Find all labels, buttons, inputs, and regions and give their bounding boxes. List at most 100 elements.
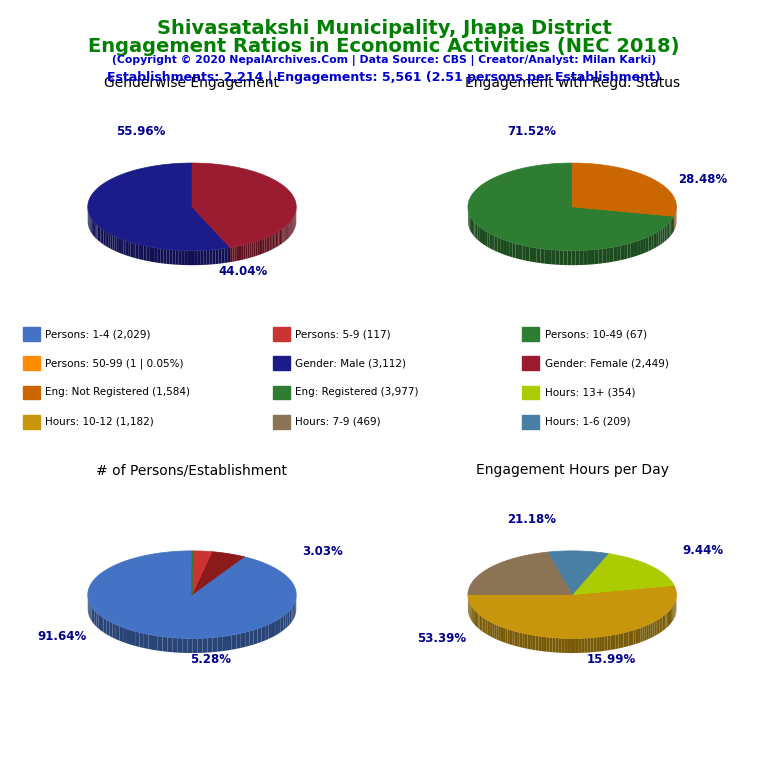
Polygon shape [270, 235, 271, 250]
Polygon shape [582, 638, 584, 653]
Polygon shape [479, 227, 481, 243]
Polygon shape [233, 247, 234, 262]
Polygon shape [591, 250, 595, 264]
Polygon shape [670, 608, 671, 624]
Polygon shape [216, 249, 218, 264]
Polygon shape [576, 638, 579, 653]
Polygon shape [489, 621, 491, 637]
Polygon shape [604, 636, 607, 650]
Polygon shape [104, 617, 106, 634]
Text: 15.99%: 15.99% [587, 653, 636, 666]
Polygon shape [634, 241, 637, 257]
Polygon shape [503, 627, 505, 643]
Text: Hours: 1-6 (209): Hours: 1-6 (209) [545, 416, 630, 427]
Polygon shape [607, 635, 611, 650]
Polygon shape [631, 630, 634, 645]
Polygon shape [653, 621, 654, 637]
Polygon shape [650, 623, 653, 638]
Polygon shape [247, 243, 250, 259]
Text: (Copyright © 2020 NepalArchives.Com | Data Source: CBS | Creator/Analyst: Milan : (Copyright © 2020 NepalArchives.Com | Da… [112, 55, 656, 66]
Polygon shape [128, 241, 131, 257]
Polygon shape [613, 634, 616, 650]
Polygon shape [484, 618, 485, 634]
Title: Engagement with Regd. Status: Engagement with Regd. Status [465, 75, 680, 90]
Polygon shape [579, 250, 583, 265]
Polygon shape [149, 247, 152, 262]
Polygon shape [217, 637, 222, 652]
Polygon shape [227, 635, 232, 650]
Polygon shape [537, 248, 541, 263]
Polygon shape [470, 216, 471, 232]
Polygon shape [567, 638, 570, 653]
Polygon shape [636, 628, 638, 644]
Polygon shape [102, 229, 104, 244]
Polygon shape [113, 235, 114, 250]
Polygon shape [468, 552, 572, 594]
Polygon shape [167, 637, 172, 652]
Polygon shape [594, 637, 596, 652]
Polygon shape [200, 250, 204, 265]
Text: Persons: 1-4 (2,029): Persons: 1-4 (2,029) [45, 329, 151, 339]
Polygon shape [135, 631, 140, 647]
Polygon shape [172, 637, 177, 653]
Polygon shape [280, 230, 281, 245]
Polygon shape [210, 250, 213, 264]
Polygon shape [668, 611, 669, 627]
Polygon shape [234, 247, 237, 261]
Polygon shape [269, 623, 272, 639]
Polygon shape [176, 250, 179, 265]
Polygon shape [182, 638, 187, 653]
Polygon shape [564, 638, 567, 653]
Polygon shape [109, 233, 111, 249]
Polygon shape [584, 638, 588, 653]
Polygon shape [564, 250, 568, 265]
Polygon shape [508, 629, 510, 644]
Polygon shape [98, 225, 99, 241]
Polygon shape [476, 611, 477, 627]
Polygon shape [291, 606, 293, 623]
Polygon shape [610, 247, 614, 262]
Text: Hours: 13+ (354): Hours: 13+ (354) [545, 387, 635, 398]
Polygon shape [624, 244, 627, 260]
Text: 28.48%: 28.48% [678, 173, 727, 186]
Polygon shape [93, 608, 94, 625]
Polygon shape [294, 602, 295, 618]
Polygon shape [512, 631, 515, 646]
Polygon shape [473, 608, 474, 624]
Polygon shape [136, 243, 138, 259]
Polygon shape [528, 634, 530, 649]
Polygon shape [475, 222, 476, 238]
Polygon shape [525, 634, 528, 649]
Polygon shape [112, 623, 116, 639]
Polygon shape [257, 627, 261, 644]
Polygon shape [105, 231, 107, 247]
Polygon shape [526, 246, 529, 261]
Polygon shape [261, 239, 263, 254]
Polygon shape [213, 637, 217, 652]
Polygon shape [89, 602, 91, 619]
Polygon shape [552, 250, 556, 265]
Polygon shape [667, 612, 668, 627]
Polygon shape [152, 247, 155, 263]
Polygon shape [510, 630, 512, 645]
Text: Shivasatakshi Municipality, Jhapa District: Shivasatakshi Municipality, Jhapa Distri… [157, 19, 611, 38]
Polygon shape [131, 630, 135, 646]
Polygon shape [606, 247, 610, 263]
Polygon shape [665, 613, 667, 629]
Polygon shape [288, 610, 290, 627]
Polygon shape [277, 231, 279, 247]
Polygon shape [672, 606, 673, 622]
Polygon shape [572, 554, 674, 594]
Polygon shape [232, 634, 237, 650]
Polygon shape [239, 246, 241, 260]
Polygon shape [283, 614, 286, 631]
Polygon shape [96, 224, 98, 240]
Polygon shape [671, 607, 672, 623]
Polygon shape [185, 250, 188, 265]
Polygon shape [670, 220, 672, 236]
Polygon shape [529, 247, 533, 262]
Polygon shape [288, 223, 289, 239]
Polygon shape [519, 244, 522, 260]
Polygon shape [477, 613, 478, 628]
Polygon shape [116, 624, 119, 641]
